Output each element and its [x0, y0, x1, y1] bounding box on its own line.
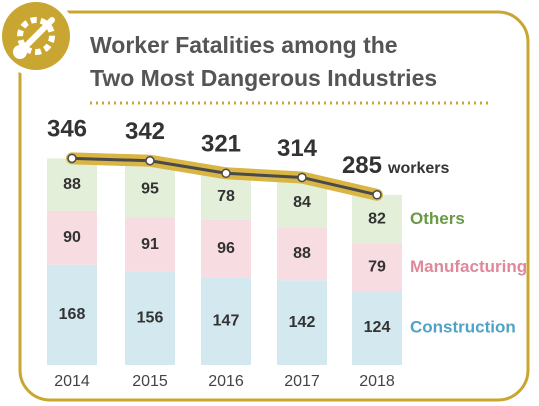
bar-segment	[201, 173, 251, 220]
value-label: 168	[59, 306, 86, 323]
bar-segment	[352, 243, 402, 291]
icon	[0, 0, 76, 76]
value-label: 124	[364, 319, 391, 336]
chart-title: Two Most Dangerous Industries	[90, 65, 437, 91]
bar-segment	[277, 227, 327, 281]
value-label: 142	[289, 314, 316, 331]
value-label: 88	[63, 176, 81, 193]
value-label: 82	[368, 210, 386, 227]
value-label: 78	[217, 188, 235, 205]
bar-segment	[201, 277, 251, 365]
x-tick-label: 2014	[54, 373, 90, 390]
bar-segment	[47, 264, 97, 365]
total-point	[372, 190, 382, 200]
total-label: 342	[125, 118, 165, 145]
value-label: 90	[63, 229, 81, 246]
unit-label: workers	[387, 160, 449, 177]
x-tick-label: 2018	[359, 373, 395, 390]
bar-segment	[125, 217, 175, 272]
value-label: 88	[293, 245, 311, 262]
total-point	[221, 168, 231, 179]
value-label: 95	[141, 180, 159, 197]
legend-label: Others	[410, 209, 465, 228]
value-label: 79	[368, 259, 386, 276]
value-label: 147	[213, 312, 240, 329]
bar-segment	[277, 280, 327, 365]
total-point	[297, 172, 307, 183]
legend-label: Manufacturing	[410, 257, 527, 276]
x-tick-label: 2016	[208, 373, 244, 390]
bar-segment	[47, 210, 97, 265]
value-label: 84	[293, 194, 311, 211]
total-label: 321	[201, 131, 241, 158]
bar-segment	[201, 219, 251, 278]
bar-segment	[352, 290, 402, 365]
bar-segment	[125, 271, 175, 365]
total-label: 314	[277, 135, 318, 162]
value-label: 91	[141, 236, 159, 253]
total-label: 346	[47, 116, 87, 143]
bar-segment	[47, 158, 97, 211]
total-point	[67, 153, 77, 164]
legend-label: Construction	[410, 317, 516, 336]
x-tick-label: 2015	[132, 373, 168, 390]
frame	[18, 10, 530, 402]
total-label: 285	[342, 152, 382, 179]
bar-segment	[125, 160, 175, 218]
total-point	[145, 156, 155, 166]
chart-title: Worker Fatalities among the	[90, 32, 398, 58]
x-tick-label: 2017	[284, 373, 320, 390]
bar-segment	[352, 194, 402, 244]
value-label: 96	[217, 240, 235, 257]
value-label: 156	[137, 310, 164, 327]
